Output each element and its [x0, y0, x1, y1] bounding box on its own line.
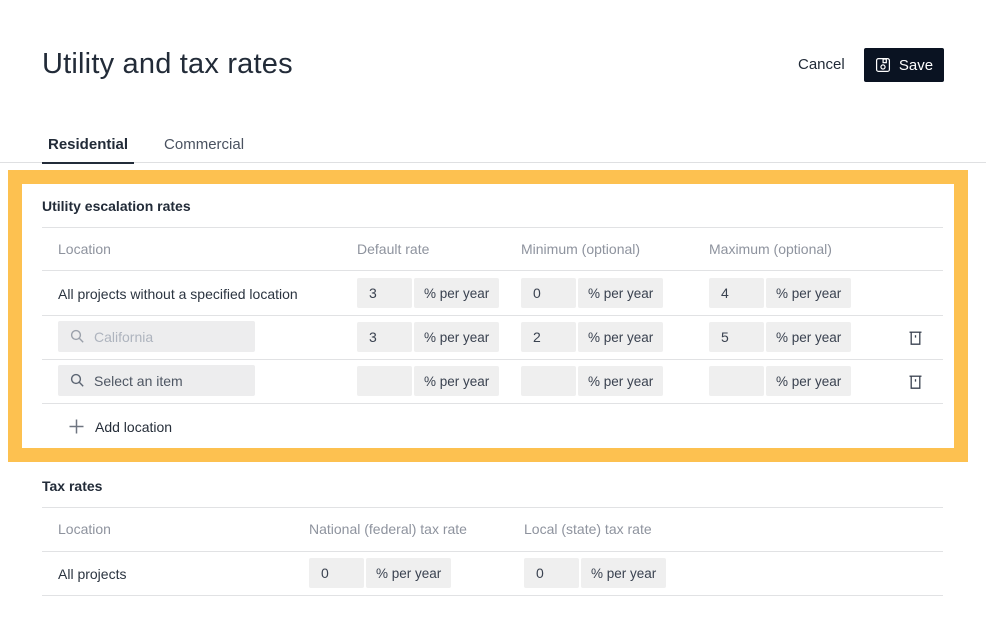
tab-bar: Residential Commercial — [42, 136, 250, 164]
minimum-rate-field: % per year — [521, 366, 663, 396]
save-button[interactable]: Save — [864, 48, 944, 82]
location-search-input[interactable] — [94, 365, 255, 396]
default-rate-field: % per year — [357, 322, 499, 352]
local-tax-input[interactable] — [524, 558, 579, 588]
minimum-rate-field: % per year — [521, 278, 663, 308]
rate-unit-label: % per year — [581, 558, 666, 588]
tab-residential[interactable]: Residential — [42, 136, 134, 164]
rate-unit-label: % per year — [414, 322, 499, 352]
save-icon — [875, 57, 891, 73]
maximum-rate-field: % per year — [709, 366, 851, 396]
row-location-label: All projects without a specified locatio… — [58, 286, 298, 302]
rate-unit-label: % per year — [578, 278, 663, 308]
rate-unit-label: % per year — [766, 322, 851, 352]
local-tax-field: % per year — [524, 558, 666, 588]
search-icon — [70, 329, 85, 344]
rate-unit-label: % per year — [578, 366, 663, 396]
rate-unit-label: % per year — [414, 278, 499, 308]
trash-icon — [908, 373, 923, 390]
default-rate-input[interactable] — [357, 322, 412, 352]
trash-icon — [908, 329, 923, 346]
maximum-rate-input[interactable] — [709, 322, 764, 352]
utility-tax-rates-page: Utility and tax rates Cancel Save Reside… — [0, 0, 986, 636]
column-header-minimum: Minimum (optional) — [521, 241, 640, 257]
location-search-input[interactable] — [94, 321, 255, 352]
escalation-section-title: Utility escalation rates — [42, 198, 191, 214]
minimum-rate-field: % per year — [521, 322, 663, 352]
cancel-button[interactable]: Cancel — [798, 56, 845, 73]
default-rate-field: % per year — [357, 366, 499, 396]
maximum-rate-input[interactable] — [709, 366, 764, 396]
divider — [42, 227, 943, 228]
rate-unit-label: % per year — [414, 366, 499, 396]
delete-row-button[interactable] — [903, 369, 927, 393]
column-header-national-tax: National (federal) tax rate — [309, 521, 467, 537]
divider — [42, 507, 943, 508]
rate-unit-label: % per year — [366, 558, 451, 588]
column-header-location: Location — [58, 521, 111, 537]
tax-section-title: Tax rates — [42, 478, 102, 494]
default-rate-input[interactable] — [357, 366, 412, 396]
maximum-rate-field: % per year — [709, 278, 851, 308]
national-tax-field: % per year — [309, 558, 451, 588]
divider — [42, 595, 943, 596]
national-tax-input[interactable] — [309, 558, 364, 588]
search-icon — [70, 373, 85, 388]
add-location-label: Add location — [95, 419, 172, 435]
column-header-maximum: Maximum (optional) — [709, 241, 832, 257]
minimum-rate-input[interactable] — [521, 322, 576, 352]
divider — [42, 551, 943, 552]
save-button-label: Save — [899, 57, 933, 74]
maximum-rate-input[interactable] — [709, 278, 764, 308]
plus-icon — [68, 418, 85, 435]
add-location-button[interactable]: Add location — [68, 418, 172, 435]
divider — [42, 403, 943, 404]
column-header-local-tax: Local (state) tax rate — [524, 521, 652, 537]
default-rate-field: % per year — [357, 278, 499, 308]
rate-unit-label: % per year — [766, 366, 851, 396]
location-search-field — [58, 321, 255, 352]
delete-row-button[interactable] — [903, 325, 927, 349]
minimum-rate-input[interactable] — [521, 278, 576, 308]
page-title: Utility and tax rates — [42, 48, 293, 81]
divider — [42, 315, 943, 316]
column-header-default-rate: Default rate — [357, 241, 429, 257]
location-search-field — [58, 365, 255, 396]
divider — [42, 359, 943, 360]
default-rate-input[interactable] — [357, 278, 412, 308]
divider — [42, 270, 943, 271]
rate-unit-label: % per year — [766, 278, 851, 308]
tab-commercial[interactable]: Commercial — [158, 136, 250, 164]
row-location-label: All projects — [58, 566, 126, 582]
minimum-rate-input[interactable] — [521, 366, 576, 396]
rate-unit-label: % per year — [578, 322, 663, 352]
maximum-rate-field: % per year — [709, 322, 851, 352]
column-header-location: Location — [58, 241, 111, 257]
